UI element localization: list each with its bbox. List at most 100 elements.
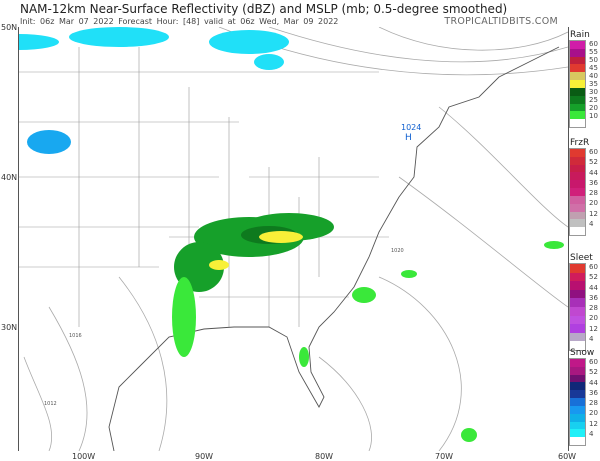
colorbar-swatch	[570, 72, 585, 81]
colorbar-swatch	[570, 315, 585, 325]
pressure-label: 1024	[401, 123, 421, 132]
legend-tick-label: 20	[589, 409, 598, 418]
colorbar-swatch	[570, 341, 585, 350]
colorbar-swatch	[570, 359, 585, 367]
colorbar-swatch	[570, 405, 585, 414]
colorbar-swatch	[570, 398, 585, 406]
pressure-label: 1020	[391, 248, 404, 254]
colorbar-swatch	[570, 374, 585, 383]
legend-tick-label: 60	[589, 358, 598, 366]
colorbar-swatch	[570, 111, 585, 120]
colorbar-swatch	[570, 103, 585, 112]
legend-tick-label: 12	[589, 324, 598, 333]
legend-rain: Rain 60 55 50 45 40 35 30 25 20 10	[569, 30, 600, 128]
legend-tick-label: 52	[589, 273, 598, 282]
colorbar	[569, 148, 586, 236]
colorbar-swatch	[570, 203, 585, 212]
lon-label: 60W	[558, 452, 577, 461]
legend-tick-label: 36	[589, 388, 598, 397]
legend-title: Rain	[570, 30, 590, 40]
legend-tick-label: 4	[589, 429, 594, 438]
map-subtitle: Init: 06z Mar 07 2022 Forecast Hour: [48…	[20, 17, 339, 26]
legend-tick-label: 60	[589, 263, 598, 271]
colorbar-swatch	[570, 421, 585, 430]
lon-label: 70W	[435, 452, 454, 461]
colorbar-swatch	[570, 87, 585, 96]
legend-title: Sleet	[570, 253, 593, 263]
colorbar-swatch	[570, 272, 585, 282]
colorbar-swatch	[570, 437, 585, 445]
colorbar	[569, 358, 586, 446]
lat-label: 30N	[1, 323, 18, 332]
lon-label: 100W	[72, 452, 96, 461]
colorbar-swatch	[570, 390, 585, 399]
legend-tick-label: 50	[589, 56, 598, 64]
colorbar-swatch	[570, 64, 585, 73]
legend-tick-label: 28	[589, 399, 598, 408]
colorbar-swatch	[570, 306, 585, 316]
colorbar-swatch	[570, 80, 585, 88]
colorbar-swatch	[570, 119, 585, 127]
colorbar-swatch	[570, 56, 585, 65]
colorbar-swatch	[570, 382, 585, 391]
legend-tick-label: 44	[589, 378, 598, 387]
colorbar-swatch	[570, 195, 585, 204]
colorbar-swatch	[570, 289, 585, 299]
colorbar-swatch	[570, 227, 585, 235]
legend-tick-label: 20	[589, 104, 598, 112]
legend-tick-label: 44	[589, 283, 598, 292]
colorbar-swatch	[570, 164, 585, 173]
colorbar-swatch	[570, 41, 585, 49]
legend-snow: Snow 60 52 44 36 28 20 12 4	[569, 348, 600, 446]
legend-tick-label: 4	[589, 219, 594, 228]
reflectivity-map: 1024 H 1020 1016 1012	[18, 27, 569, 451]
colorbar-swatch	[570, 324, 585, 333]
brand-logo: TROPICALTIDBITS.COM	[444, 16, 558, 27]
legend-tick-label: 52	[589, 158, 598, 167]
legend-tick-label: 44	[589, 168, 598, 177]
colorbar-swatch	[570, 48, 585, 57]
legend-tick-label: 52	[589, 368, 598, 377]
legend-tick-label: 20	[589, 314, 598, 323]
lon-label: 90W	[195, 452, 214, 461]
legend-title: Snow	[570, 348, 595, 358]
legend-tick-label: 55	[589, 48, 598, 56]
colorbar-swatch	[570, 180, 585, 189]
lat-label: 50N	[1, 23, 18, 32]
pressure-label: 1012	[44, 401, 57, 407]
high-pressure-marker: H	[405, 133, 412, 143]
legend-tick-label: 60	[589, 40, 598, 48]
colorbar-swatch	[570, 188, 585, 196]
legend-tick-label: 10	[589, 112, 598, 120]
legend-tick-label: 30	[589, 88, 598, 96]
colorbar-swatch	[570, 413, 585, 422]
legend-tick-label: 28	[589, 304, 598, 313]
legend-title: FrzR	[570, 138, 590, 148]
legend-tick-label: 20	[589, 199, 598, 208]
legend-tick-label: 36	[589, 293, 598, 302]
colorbar-swatch	[570, 281, 585, 290]
legend-tick-label: 60	[589, 148, 598, 156]
colorbar-swatch	[570, 366, 585, 375]
pressure-label: 1016	[69, 333, 82, 339]
colorbar-swatch	[570, 298, 585, 307]
coastline	[108, 46, 560, 451]
legend-sleet: Sleet 60 52 44 36 28 20 12 4	[569, 253, 600, 351]
legend-tick-label: 12	[589, 209, 598, 218]
colorbar-swatch	[570, 429, 585, 438]
colorbar-swatch	[570, 264, 585, 273]
colorbar-swatch	[570, 156, 585, 165]
legend-tick-label: 35	[589, 80, 598, 88]
colorbar-swatch	[570, 211, 585, 220]
colorbar-swatch	[570, 172, 585, 181]
rain-echoes	[172, 213, 564, 442]
legend-freezing-rain: FrzR 60 52 44 36 28 20 12 4	[569, 138, 600, 236]
lon-label: 80W	[315, 452, 334, 461]
colorbar	[569, 263, 586, 351]
map-title: NAM-12km Near-Surface Reflectivity (dBZ)…	[20, 2, 508, 16]
legend-tick-label: 36	[589, 178, 598, 187]
snow-echoes	[19, 27, 289, 154]
colorbar-swatch	[570, 219, 585, 228]
legend-tick-label: 12	[589, 419, 598, 428]
colorbar-swatch	[570, 95, 585, 104]
